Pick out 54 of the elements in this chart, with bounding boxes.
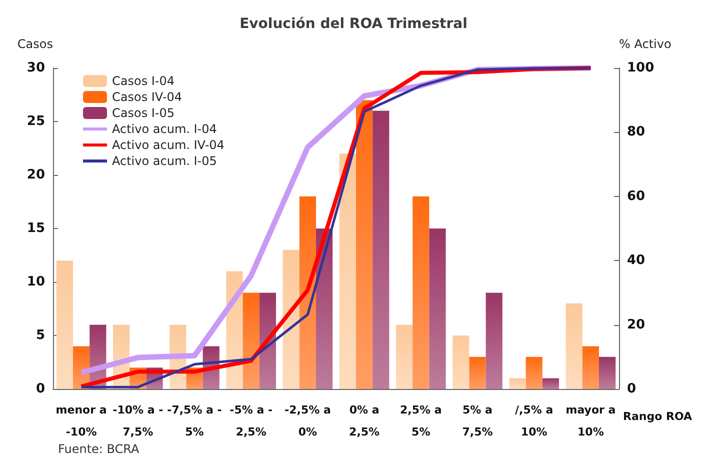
y-tick-label: 0 xyxy=(36,382,45,396)
y2-tick-label: 80 xyxy=(627,124,646,140)
y2-tick-label: 0 xyxy=(627,382,636,396)
bar xyxy=(429,228,446,389)
chart-title: Evolución del ROA Trimestral xyxy=(240,16,468,32)
x-tick-label: /,5% a 10% xyxy=(515,404,554,438)
x-tick-label: menor a -10% xyxy=(56,404,107,438)
legend-label: Activo acum. I-04 xyxy=(112,122,217,136)
bar xyxy=(542,378,560,389)
bar xyxy=(509,378,526,389)
y-tick-label: 5 xyxy=(36,328,45,343)
y-tick-label: 25 xyxy=(26,114,45,129)
legend-label: Activo acum. IV-04 xyxy=(112,138,224,152)
y-tick-label: 30 xyxy=(26,60,45,76)
bar xyxy=(372,110,390,389)
bar xyxy=(56,260,73,389)
x-tick-label: mayor a 10% xyxy=(566,404,616,438)
bar xyxy=(259,292,276,389)
bar xyxy=(396,324,413,389)
y2-tick-label: 20 xyxy=(627,317,646,332)
bar xyxy=(282,250,300,389)
source-note: Fuente: BCRA xyxy=(58,442,140,456)
bar xyxy=(486,292,502,389)
bar xyxy=(299,196,316,389)
x-tick-label: -7,5% a - 5% xyxy=(167,404,222,438)
x-tick-label: 0% a 2,5% xyxy=(349,404,380,438)
x-tick-label: 5% a 7,5% xyxy=(462,404,493,438)
x-axis-title: Rango ROA xyxy=(623,410,693,423)
y2-tick-label: 100 xyxy=(627,60,654,76)
bar xyxy=(599,356,616,389)
y-tick-label: 20 xyxy=(26,168,45,182)
bar xyxy=(356,100,373,389)
bar xyxy=(452,336,470,389)
legend-label: Casos IV-04 xyxy=(112,90,182,104)
x-tick-label: -5% a - 2,5% xyxy=(230,404,273,438)
y2-axis-title: % Activo xyxy=(619,37,672,51)
x-tick-label: -10% a - 7,5% xyxy=(112,404,164,438)
y-axis-title: Casos xyxy=(17,37,53,51)
x-tick-label: -2,5% a 0% xyxy=(284,404,331,438)
legend-label: Casos I-04 xyxy=(112,74,175,88)
bar xyxy=(566,303,582,389)
legend-label: Casos I-05 xyxy=(112,106,175,120)
y-tick-label: 15 xyxy=(26,221,45,236)
bar xyxy=(582,346,599,389)
bar xyxy=(412,196,430,389)
bar xyxy=(339,154,356,389)
x-tick-label: 2,5% a 5% xyxy=(400,404,442,438)
legend-label: Activo acum. I-05 xyxy=(112,154,217,168)
bar xyxy=(526,356,542,389)
y2-tick-label: 60 xyxy=(627,188,646,204)
y2-tick-label: 40 xyxy=(627,253,646,268)
bar xyxy=(242,292,260,389)
bar xyxy=(469,356,486,389)
y-tick-label: 10 xyxy=(26,274,45,290)
